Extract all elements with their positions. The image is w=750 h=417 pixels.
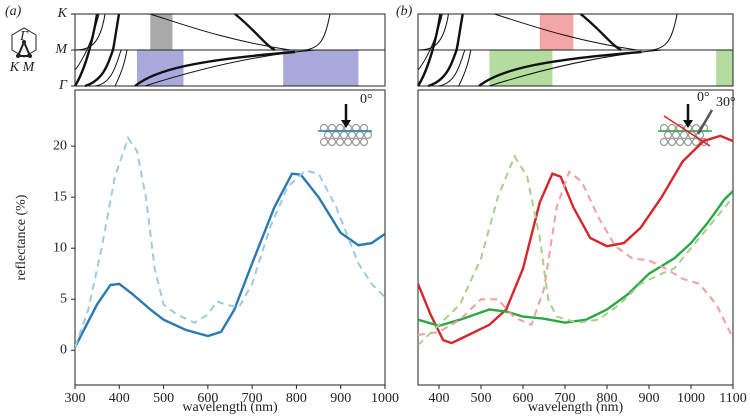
dashed-line [418, 170, 733, 339]
plot-frame [417, 89, 734, 386]
y-tick-label: 0 [60, 343, 67, 358]
band-structure [416, 13, 734, 88]
band-label: Γ [58, 78, 68, 93]
band-curve [74, 13, 106, 51]
x-tick-label: 600 [513, 391, 534, 406]
y-tick-label: 15 [53, 189, 67, 204]
lattice-icon [658, 104, 714, 147]
x-tick-label: 1000 [677, 391, 705, 406]
y-tick-label: 10 [53, 240, 67, 255]
x-tick-label: 1000 [371, 391, 399, 406]
lattice-icon [318, 104, 373, 147]
band-span [716, 50, 733, 86]
band-curve [416, 13, 442, 87]
x-tick-label: 400 [429, 391, 450, 406]
band-span [150, 14, 173, 50]
x-tick-label: 700 [555, 391, 576, 406]
x-tick-label: 400 [109, 391, 130, 406]
line [75, 172, 385, 348]
inset-label: Γ [19, 29, 29, 44]
band-frame [417, 13, 734, 87]
band-curve [84, 13, 121, 88]
x-tick-label: 700 [242, 391, 263, 406]
inset-label: K M [9, 60, 36, 75]
y-axis-label: reflectance (%) [14, 194, 29, 280]
line [418, 190, 733, 328]
band-curve [488, 49, 662, 87]
x-tick-label: 500 [153, 391, 174, 406]
brillouin-zone-inset [11, 27, 37, 58]
x-tick-label: 1100 [719, 391, 746, 406]
series-group [75, 135, 385, 348]
band-curve [417, 13, 449, 51]
x-tick-label: 600 [197, 391, 218, 406]
x-tick-label: 300 [65, 391, 86, 406]
band-curve [417, 13, 443, 71]
x-tick-label: 500 [471, 391, 492, 406]
band-label: K [57, 6, 68, 21]
band-curve [73, 13, 99, 87]
angle-label: 0° [360, 92, 373, 107]
band-curve [458, 49, 472, 87]
band-curve [427, 13, 464, 88]
band-curve [579, 13, 622, 52]
dashed-line [418, 154, 733, 346]
x-tick-label: 800 [597, 391, 618, 406]
band-span [539, 14, 574, 50]
x-axis-label: wavelength (nm) [528, 400, 624, 415]
band-curve [651, 13, 678, 51]
band-curve [478, 50, 642, 87]
panel-label: (a) [5, 4, 22, 19]
band-structure [73, 13, 386, 88]
band-curve [438, 49, 466, 87]
x-axis-label: wavelength (nm) [182, 400, 278, 415]
line [418, 134, 733, 345]
x-tick-label: 900 [330, 391, 351, 406]
band-span [283, 50, 359, 86]
band-curve [134, 50, 296, 87]
series-group [418, 134, 733, 346]
band-curve [74, 13, 100, 71]
y-tick-label: 20 [53, 138, 67, 153]
plot-frame [74, 89, 386, 386]
panel-label: (b) [396, 4, 413, 19]
y-tick-label: 5 [60, 291, 67, 306]
band-curve [304, 13, 331, 51]
dashed-line [75, 135, 385, 348]
band-curve [144, 49, 316, 87]
angle-label: 30° [716, 95, 736, 110]
x-tick-label: 900 [639, 391, 660, 406]
x-tick-label: 800 [286, 391, 307, 406]
band-curve [114, 49, 128, 87]
band-label: M [54, 42, 68, 57]
band-curve [94, 49, 122, 87]
angle-label: 0° [697, 90, 710, 105]
band-curve [234, 13, 276, 52]
